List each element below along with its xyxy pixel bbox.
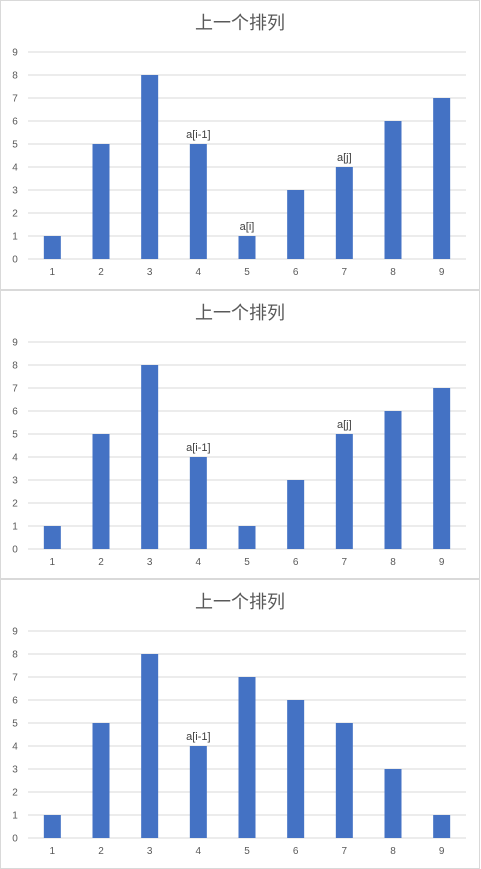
x-tick-label: 7 (342, 846, 348, 857)
x-tick-label: 4 (196, 846, 202, 857)
x-tick-label: 1 (50, 267, 56, 278)
bar (189, 144, 207, 259)
y-tick-label: 8 (12, 650, 18, 661)
y-tick-label: 6 (12, 117, 18, 128)
chart-title: 上一个排列 (195, 13, 285, 34)
y-tick-label: 2 (12, 499, 18, 510)
bar-annotation: a[i-1] (186, 731, 210, 743)
y-tick-label: 9 (12, 627, 18, 638)
x-tick-label: 4 (196, 267, 202, 278)
y-tick-label: 7 (12, 673, 18, 684)
x-tick-label: 5 (244, 557, 250, 568)
bar (43, 815, 61, 838)
x-tick-label: 5 (244, 846, 250, 857)
bar (92, 434, 110, 549)
x-tick-label: 3 (147, 846, 153, 857)
bar (92, 144, 110, 259)
bar (238, 236, 256, 259)
bar (433, 98, 451, 259)
bar (189, 746, 207, 838)
x-tick-label: 6 (293, 557, 299, 568)
x-tick-label: 7 (342, 557, 348, 568)
bar-chart-3: 上一个排列 0 1 2 3 4 5 6 7 8 9 1 2 3 4 5 6 7 8 9 a[i-1] (12, 592, 466, 857)
bar (433, 388, 451, 549)
bar (335, 167, 353, 259)
x-tick-label: 8 (390, 557, 396, 568)
bar (238, 677, 256, 838)
x-tick-label: 4 (196, 557, 202, 568)
bar (384, 411, 402, 549)
x-tick-label: 2 (98, 267, 104, 278)
bar (141, 75, 159, 259)
x-tick-label: 8 (390, 846, 396, 857)
chart-title: 上一个排列 (195, 592, 285, 613)
x-tick-label: 2 (98, 557, 104, 568)
bar-annotation: a[i-1] (186, 129, 210, 141)
y-tick-label: 5 (12, 140, 18, 151)
bar (384, 121, 402, 259)
bar (238, 526, 256, 549)
bar (335, 434, 353, 549)
chart-title: 上一个排列 (195, 303, 285, 324)
x-tick-label: 7 (342, 267, 348, 278)
bar-annotation: a[i-1] (186, 442, 210, 454)
y-tick-label: 8 (12, 71, 18, 82)
y-tick-label: 7 (12, 94, 18, 105)
bar (287, 480, 305, 549)
x-tick-label: 6 (293, 267, 299, 278)
x-tick-label: 3 (147, 557, 153, 568)
y-tick-label: 0 (12, 255, 18, 266)
y-tick-label: 3 (12, 765, 18, 776)
y-tick-label: 4 (12, 163, 18, 174)
bar (43, 526, 61, 549)
x-tick-label: 2 (98, 846, 104, 857)
bar (335, 723, 353, 838)
bar (384, 769, 402, 838)
x-tick-label: 1 (50, 846, 56, 857)
y-tick-label: 6 (12, 696, 18, 707)
y-tick-label: 1 (12, 522, 18, 533)
y-tick-label: 3 (12, 476, 18, 487)
y-tick-label: 0 (12, 545, 18, 556)
bar (141, 654, 159, 838)
y-tick-label: 5 (12, 430, 18, 441)
bar-annotation: a[j] (337, 419, 352, 431)
y-tick-label: 4 (12, 453, 18, 464)
y-tick-label: 4 (12, 742, 18, 753)
y-tick-label: 6 (12, 407, 18, 418)
y-tick-label: 3 (12, 186, 18, 197)
x-tick-label: 5 (244, 267, 250, 278)
chart-panel-3: 上一个排列 0 1 2 3 4 5 6 7 8 9 1 2 3 4 5 6 7 8 9 a[i-1] (0, 579, 480, 869)
bar (287, 700, 305, 838)
x-tick-label: 6 (293, 846, 299, 857)
bar (433, 815, 451, 838)
x-tick-label: 9 (439, 846, 445, 857)
bar (189, 457, 207, 549)
x-tick-label: 8 (390, 267, 396, 278)
y-tick-label: 1 (12, 811, 18, 822)
y-tick-label: 8 (12, 361, 18, 372)
chart-panel-2: 上一个排列 0 1 2 3 4 5 6 7 8 9 1 2 3 4 5 6 7 8 9 a[i-1] a[j] (0, 290, 480, 579)
y-tick-label: 2 (12, 209, 18, 220)
x-tick-label: 9 (439, 557, 445, 568)
y-tick-label: 2 (12, 788, 18, 799)
bar-chart-1: 上一个排列 0 1 2 3 4 5 6 7 8 9 1 2 3 4 5 6 7 8 9 a[i-1] a[i] a[j] (12, 13, 466, 278)
y-tick-label: 1 (12, 232, 18, 243)
y-tick-label: 5 (12, 719, 18, 730)
y-tick-label: 7 (12, 384, 18, 395)
x-tick-label: 9 (439, 267, 445, 278)
y-tick-label: 0 (12, 834, 18, 845)
bar-annotation: a[i] (240, 221, 255, 233)
x-tick-label: 3 (147, 267, 153, 278)
bar-annotation: a[j] (337, 152, 352, 164)
bar (287, 190, 305, 259)
bar (141, 365, 159, 549)
y-tick-label: 9 (12, 338, 18, 349)
bar-chart-2: 上一个排列 0 1 2 3 4 5 6 7 8 9 1 2 3 4 5 6 7 8 9 a[i-1] a[j] (12, 303, 466, 568)
chart-panel-1: 上一个排列 0 1 2 3 4 5 6 7 8 9 1 2 3 4 5 6 7 8 9 a[i-1] a[i] a[j] (0, 0, 480, 290)
bar (92, 723, 110, 838)
bar (43, 236, 61, 259)
x-tick-label: 1 (50, 557, 56, 568)
y-tick-label: 9 (12, 48, 18, 59)
